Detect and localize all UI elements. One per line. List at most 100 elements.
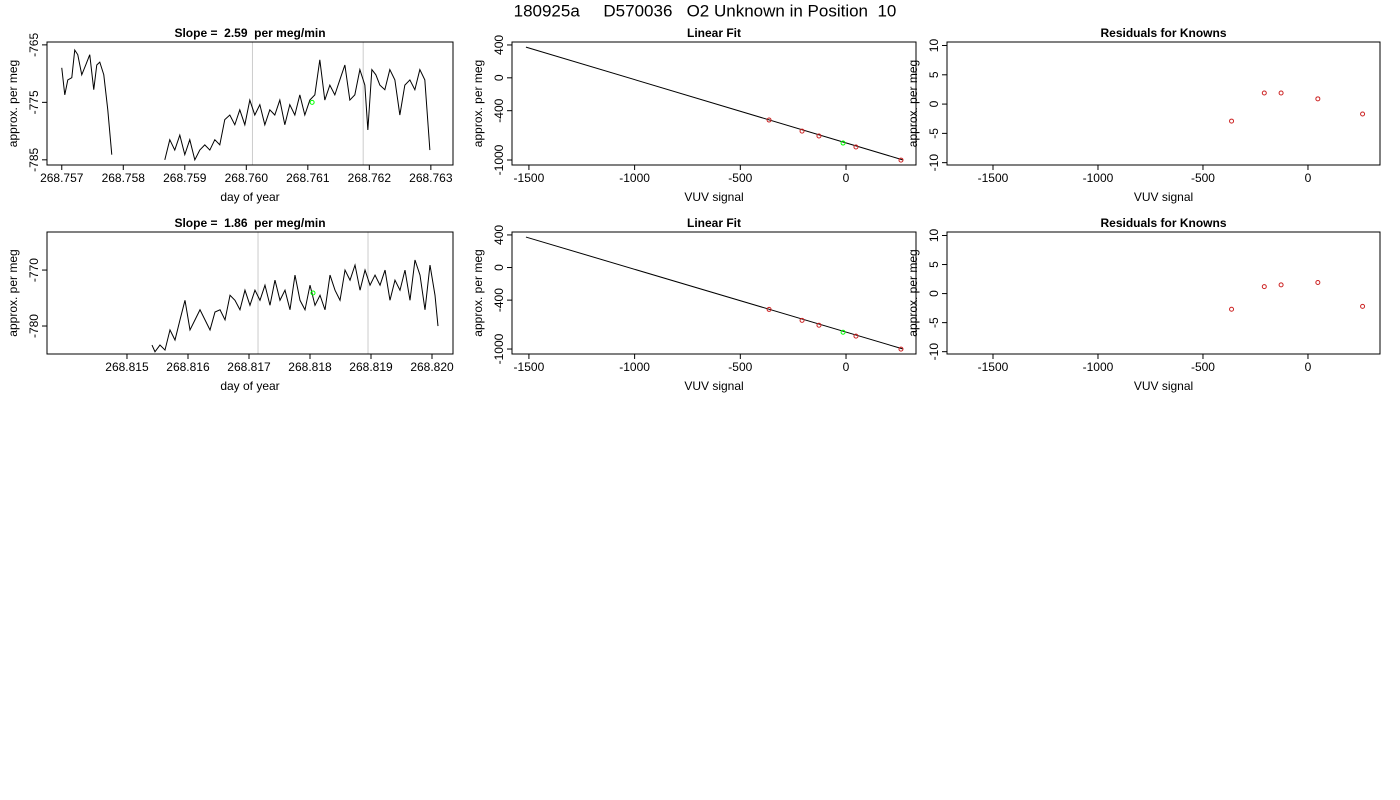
x-tick-label: 0 <box>843 360 850 374</box>
y-tick-label: 10 <box>927 228 941 242</box>
y-tick-label: 0 <box>927 290 941 297</box>
known-point <box>1360 303 1366 309</box>
y-tick-label: -10 <box>927 343 941 361</box>
x-tick-label: -1500 <box>514 360 545 374</box>
fit-line <box>525 236 904 350</box>
panel-title: Slope = 2.59 per meg/min <box>174 26 325 40</box>
panel-title: Residuals for Knowns <box>1100 216 1226 230</box>
known-point <box>1315 96 1321 102</box>
panel: Slope = 2.59 per meg/min day of year appro… <box>6 26 454 204</box>
y-tick-label: -5 <box>927 128 941 139</box>
x-axis-label: VUV signal <box>1134 190 1193 204</box>
y-tick-label: -400 <box>492 288 506 312</box>
y-axis-label: approx. per meg <box>906 249 920 336</box>
figure-title: 180925a D570036 O2 Unknown in Position 1… <box>514 1 897 20</box>
known-point <box>1229 118 1235 124</box>
panel: Linear Fit VUV signal approx. per meg -1500… <box>471 26 917 204</box>
y-axis-label: approx. per meg <box>6 60 20 147</box>
x-tick-label: -1000 <box>1083 360 1114 374</box>
y-tick-label: 0 <box>492 264 506 271</box>
x-tick-label: 268.817 <box>227 360 271 374</box>
x-tick-label: -1000 <box>619 360 650 374</box>
known-point <box>799 128 805 134</box>
plot-area <box>61 42 431 165</box>
panel-title: Slope = 1.86 per meg/min <box>174 216 325 230</box>
x-tick-label: 268.820 <box>410 360 454 374</box>
x-tick-label: -1500 <box>978 171 1009 185</box>
y-tick-label: -780 <box>27 314 41 338</box>
x-axis-label: VUV signal <box>1134 379 1193 393</box>
y-tick-label: -775 <box>27 90 41 114</box>
y-tick-label: -765 <box>27 33 41 57</box>
plot-frame <box>46 231 454 355</box>
x-tick-label: 268.762 <box>348 171 392 185</box>
panel-title: Linear Fit <box>687 216 741 230</box>
data-line <box>151 259 439 353</box>
x-tick-label: -1500 <box>978 360 1009 374</box>
known-point <box>853 144 859 150</box>
plot-frame <box>511 41 917 166</box>
known-point <box>898 346 904 352</box>
plot-area <box>525 46 904 163</box>
plot-area <box>1229 280 1366 312</box>
unknown-point <box>310 290 316 296</box>
x-tick-label: 0 <box>1305 171 1312 185</box>
data-line <box>61 48 431 162</box>
panel-title: Linear Fit <box>687 26 741 40</box>
y-axis-label: approx. per meg <box>471 249 485 336</box>
panel: Slope = 1.86 per meg/min day of year appro… <box>6 216 454 393</box>
plot-frame <box>946 41 1381 166</box>
x-axis-label: day of year <box>220 190 279 204</box>
y-tick-label: -400 <box>492 98 506 122</box>
fit-line <box>525 46 904 161</box>
plot-area <box>151 232 439 354</box>
y-tick-label: -5 <box>927 317 941 328</box>
plot-area <box>1229 90 1366 124</box>
known-point <box>1261 284 1267 290</box>
known-point <box>799 317 805 323</box>
y-tick-label: -10 <box>927 154 941 172</box>
known-point <box>898 157 904 163</box>
unknown-point <box>840 140 846 146</box>
known-point <box>1278 90 1284 96</box>
x-tick-label: 268.816 <box>166 360 210 374</box>
y-tick-label: 0 <box>927 100 941 107</box>
known-point <box>1229 306 1235 312</box>
unknown-point <box>309 99 315 105</box>
y-axis-label: approx. per meg <box>906 60 920 147</box>
known-point <box>1261 90 1267 96</box>
known-point <box>766 117 772 123</box>
plot-area <box>525 236 904 352</box>
known-point <box>1278 282 1284 288</box>
x-tick-label: 268.760 <box>225 171 269 185</box>
y-tick-label: 0 <box>492 74 506 81</box>
known-point <box>1315 280 1321 286</box>
known-point <box>766 306 772 312</box>
unknown-point <box>840 329 846 335</box>
x-axis-label: VUV signal <box>684 379 743 393</box>
panel: Residuals for Knowns VUV signal approx. pe… <box>906 26 1381 204</box>
x-tick-label: -500 <box>728 360 752 374</box>
x-axis-label: day of year <box>220 379 279 393</box>
known-point <box>1360 111 1366 117</box>
known-point <box>853 333 859 339</box>
plot-frame <box>511 231 917 355</box>
x-tick-label: -500 <box>1191 171 1215 185</box>
x-tick-label: 0 <box>843 171 850 185</box>
y-tick-label: 400 <box>492 35 506 55</box>
x-tick-label: 268.819 <box>349 360 393 374</box>
y-tick-label: 5 <box>927 71 941 78</box>
panel: Linear Fit VUV signal approx. per meg -1500… <box>471 216 917 393</box>
panel-title: Residuals for Knowns <box>1100 26 1226 40</box>
x-tick-label: 268.763 <box>409 171 453 185</box>
plot-frame <box>946 231 1381 355</box>
x-tick-label: -500 <box>728 171 752 185</box>
x-tick-label: -1500 <box>514 171 545 185</box>
y-tick-label: 5 <box>927 261 941 268</box>
panel: Residuals for Knowns VUV signal approx. pe… <box>906 216 1381 393</box>
y-axis-label: approx. per meg <box>471 60 485 147</box>
known-point <box>816 133 822 139</box>
y-tick-label: -785 <box>27 147 41 171</box>
